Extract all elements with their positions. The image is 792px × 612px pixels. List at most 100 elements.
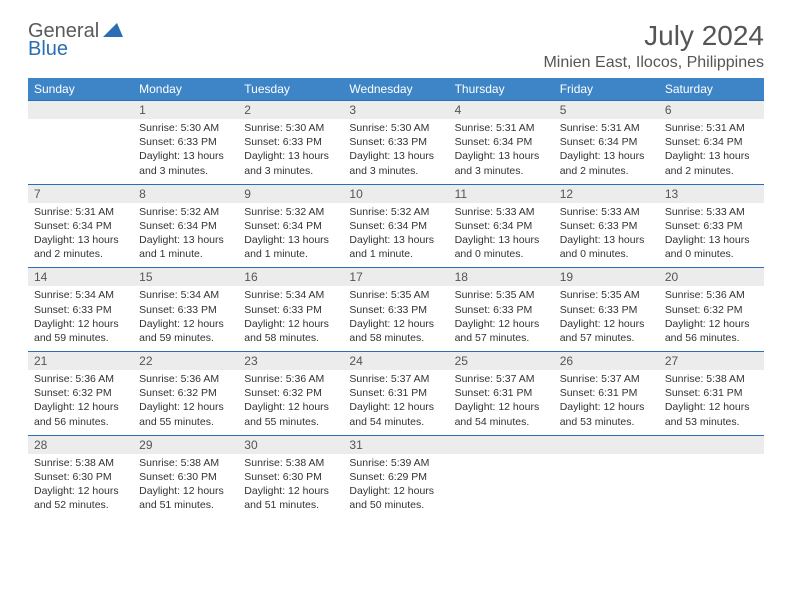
daylight-text: Daylight: 12 hours and 58 minutes.: [244, 317, 337, 345]
sunset-text: Sunset: 6:33 PM: [665, 219, 758, 233]
daylight-text: Daylight: 12 hours and 56 minutes.: [34, 400, 127, 428]
sunset-text: Sunset: 6:33 PM: [560, 219, 653, 233]
day-number-cell: 3: [343, 101, 448, 120]
sunrise-text: Sunrise: 5:32 AM: [349, 205, 442, 219]
day-details-cell: Sunrise: 5:34 AMSunset: 6:33 PMDaylight:…: [133, 286, 238, 351]
daylight-text: Daylight: 12 hours and 54 minutes.: [349, 400, 442, 428]
daylight-text: Daylight: 12 hours and 59 minutes.: [34, 317, 127, 345]
day-details-cell: Sunrise: 5:32 AMSunset: 6:34 PMDaylight:…: [133, 203, 238, 268]
sunrise-text: Sunrise: 5:36 AM: [244, 372, 337, 386]
sunset-text: Sunset: 6:30 PM: [139, 470, 232, 484]
logo-text-blue: Blue: [28, 38, 68, 60]
sunrise-text: Sunrise: 5:35 AM: [455, 288, 548, 302]
daylight-text: Daylight: 12 hours and 53 minutes.: [665, 400, 758, 428]
day-number-row: 28293031: [28, 435, 764, 454]
day-details-cell: Sunrise: 5:38 AMSunset: 6:30 PMDaylight:…: [133, 454, 238, 519]
sunrise-text: Sunrise: 5:37 AM: [455, 372, 548, 386]
title-block: July 2024 Minien East, Ilocos, Philippin…: [543, 20, 764, 72]
day-number-cell: 18: [449, 268, 554, 287]
daylight-text: Daylight: 13 hours and 3 minutes.: [139, 149, 232, 177]
daylight-text: Daylight: 12 hours and 59 minutes.: [139, 317, 232, 345]
day-details-cell: [659, 454, 764, 519]
sunrise-text: Sunrise: 5:33 AM: [455, 205, 548, 219]
sunset-text: Sunset: 6:33 PM: [34, 303, 127, 317]
day-details-cell: [554, 454, 659, 519]
sunset-text: Sunset: 6:33 PM: [139, 303, 232, 317]
day-details-cell: Sunrise: 5:36 AMSunset: 6:32 PMDaylight:…: [133, 370, 238, 435]
day-details-cell: Sunrise: 5:38 AMSunset: 6:31 PMDaylight:…: [659, 370, 764, 435]
sunset-text: Sunset: 6:32 PM: [244, 386, 337, 400]
day-details-cell: Sunrise: 5:37 AMSunset: 6:31 PMDaylight:…: [343, 370, 448, 435]
sunset-text: Sunset: 6:34 PM: [349, 219, 442, 233]
location-text: Minien East, Ilocos, Philippines: [543, 54, 764, 72]
sunrise-text: Sunrise: 5:31 AM: [560, 121, 653, 135]
day-number-cell: 19: [554, 268, 659, 287]
daylight-text: Daylight: 12 hours and 55 minutes.: [244, 400, 337, 428]
day-number-cell: 27: [659, 352, 764, 371]
daylight-text: Daylight: 13 hours and 2 minutes.: [34, 233, 127, 261]
sunset-text: Sunset: 6:34 PM: [244, 219, 337, 233]
logo-line2: Blue: [28, 38, 68, 61]
day-details-cell: Sunrise: 5:35 AMSunset: 6:33 PMDaylight:…: [449, 286, 554, 351]
day-number-cell: 25: [449, 352, 554, 371]
day-details-row: Sunrise: 5:38 AMSunset: 6:30 PMDaylight:…: [28, 454, 764, 519]
day-number-cell: 30: [238, 435, 343, 454]
day-number-cell: [554, 435, 659, 454]
daylight-text: Daylight: 13 hours and 1 minute.: [244, 233, 337, 261]
calendar-body: 123456 Sunrise: 5:30 AMSunset: 6:33 PMDa…: [28, 101, 764, 519]
day-details-cell: Sunrise: 5:34 AMSunset: 6:33 PMDaylight:…: [28, 286, 133, 351]
sunrise-text: Sunrise: 5:31 AM: [34, 205, 127, 219]
day-number-cell: 31: [343, 435, 448, 454]
daylight-text: Daylight: 12 hours and 58 minutes.: [349, 317, 442, 345]
weekday-header: Sunday: [28, 78, 133, 101]
day-details-cell: Sunrise: 5:32 AMSunset: 6:34 PMDaylight:…: [343, 203, 448, 268]
day-details-cell: Sunrise: 5:30 AMSunset: 6:33 PMDaylight:…: [133, 119, 238, 184]
day-number-cell: 15: [133, 268, 238, 287]
day-number-cell: 7: [28, 184, 133, 203]
day-number-cell: 22: [133, 352, 238, 371]
sunset-text: Sunset: 6:32 PM: [139, 386, 232, 400]
logo-triangle-icon: [103, 21, 123, 42]
day-details-cell: Sunrise: 5:33 AMSunset: 6:33 PMDaylight:…: [554, 203, 659, 268]
day-details-cell: Sunrise: 5:36 AMSunset: 6:32 PMDaylight:…: [238, 370, 343, 435]
sunset-text: Sunset: 6:32 PM: [34, 386, 127, 400]
day-details-row: Sunrise: 5:34 AMSunset: 6:33 PMDaylight:…: [28, 286, 764, 351]
daylight-text: Daylight: 13 hours and 1 minute.: [349, 233, 442, 261]
weekday-header: Thursday: [449, 78, 554, 101]
day-details-cell: Sunrise: 5:37 AMSunset: 6:31 PMDaylight:…: [554, 370, 659, 435]
sunrise-text: Sunrise: 5:30 AM: [349, 121, 442, 135]
weekday-header: Saturday: [659, 78, 764, 101]
day-number-cell: 23: [238, 352, 343, 371]
weekday-header: Tuesday: [238, 78, 343, 101]
day-number-cell: 21: [28, 352, 133, 371]
day-number-cell: 20: [659, 268, 764, 287]
daylight-text: Daylight: 13 hours and 2 minutes.: [560, 149, 653, 177]
daylight-text: Daylight: 12 hours and 50 minutes.: [349, 484, 442, 512]
daylight-text: Daylight: 12 hours and 55 minutes.: [139, 400, 232, 428]
day-details-row: Sunrise: 5:30 AMSunset: 6:33 PMDaylight:…: [28, 119, 764, 184]
day-number-cell: 2: [238, 101, 343, 120]
daylight-text: Daylight: 13 hours and 0 minutes.: [455, 233, 548, 261]
sunset-text: Sunset: 6:31 PM: [455, 386, 548, 400]
sunrise-text: Sunrise: 5:36 AM: [139, 372, 232, 386]
sunset-text: Sunset: 6:34 PM: [560, 135, 653, 149]
weekday-header: Friday: [554, 78, 659, 101]
daylight-text: Daylight: 12 hours and 53 minutes.: [560, 400, 653, 428]
sunrise-text: Sunrise: 5:34 AM: [139, 288, 232, 302]
sunrise-text: Sunrise: 5:33 AM: [560, 205, 653, 219]
daylight-text: Daylight: 12 hours and 51 minutes.: [139, 484, 232, 512]
weekday-header: Monday: [133, 78, 238, 101]
day-number-cell: 14: [28, 268, 133, 287]
day-details-cell: Sunrise: 5:35 AMSunset: 6:33 PMDaylight:…: [554, 286, 659, 351]
day-details-cell: [449, 454, 554, 519]
day-number-cell: 4: [449, 101, 554, 120]
calendar-table: SundayMondayTuesdayWednesdayThursdayFrid…: [28, 78, 764, 518]
sunset-text: Sunset: 6:34 PM: [34, 219, 127, 233]
sunset-text: Sunset: 6:34 PM: [665, 135, 758, 149]
day-details-cell: Sunrise: 5:34 AMSunset: 6:33 PMDaylight:…: [238, 286, 343, 351]
sunset-text: Sunset: 6:33 PM: [455, 303, 548, 317]
sunset-text: Sunset: 6:33 PM: [349, 303, 442, 317]
sunset-text: Sunset: 6:33 PM: [560, 303, 653, 317]
sunset-text: Sunset: 6:31 PM: [349, 386, 442, 400]
day-number-cell: 9: [238, 184, 343, 203]
